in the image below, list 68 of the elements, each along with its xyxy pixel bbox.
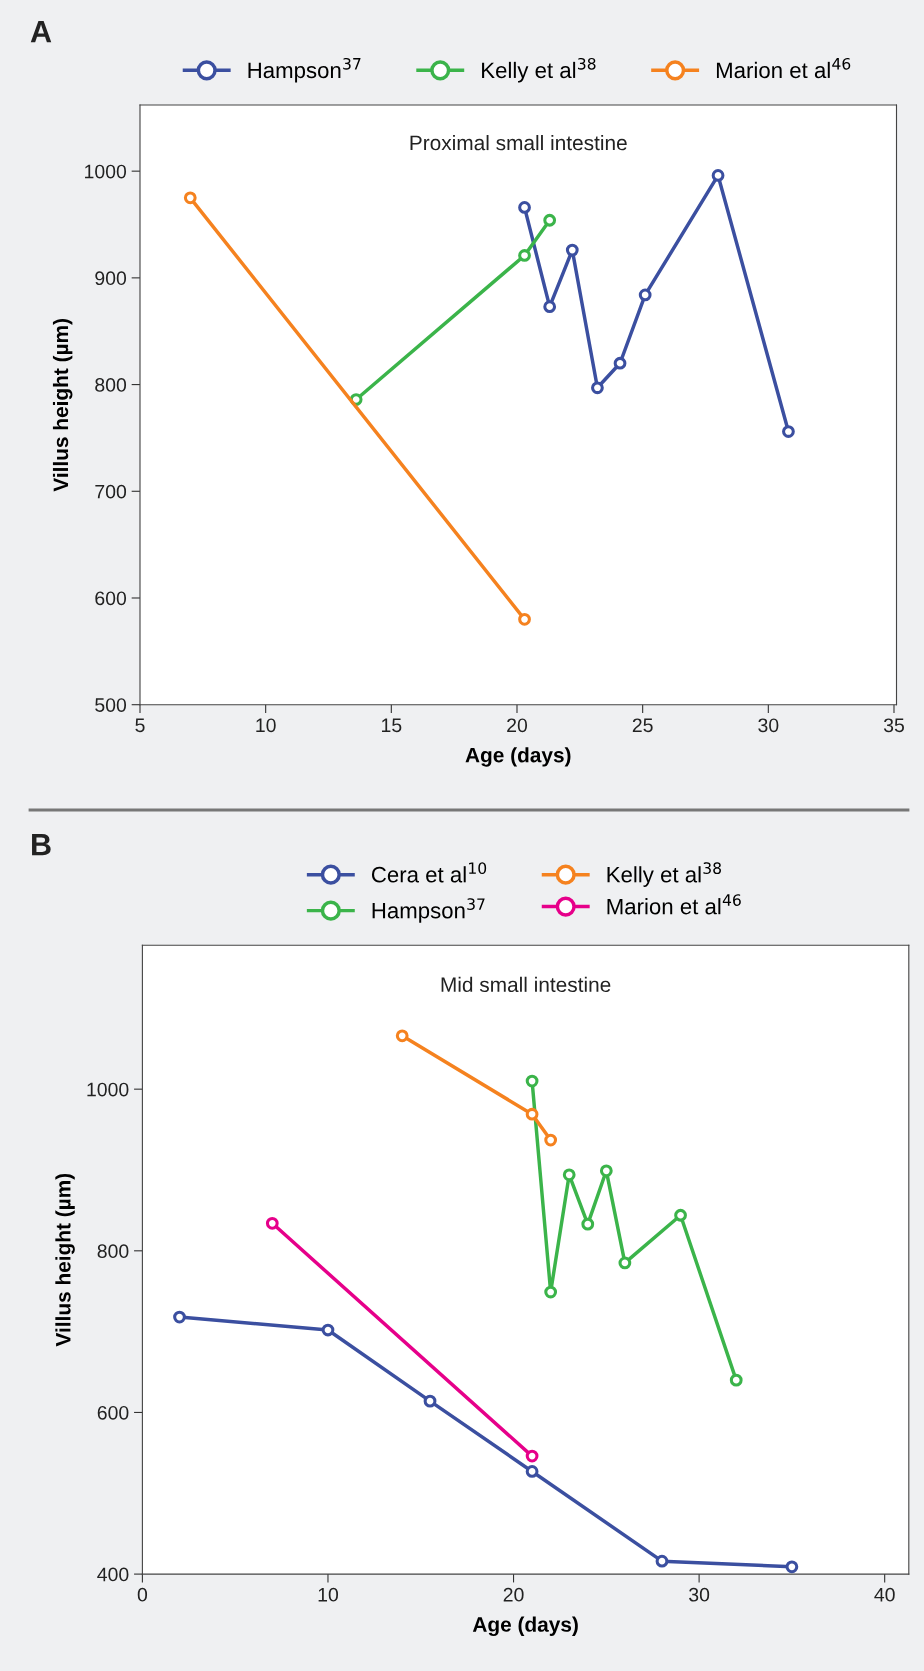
text: Mid small intestine	[441, 976, 611, 993]
x-tick-label: 30	[689, 1587, 710, 1602]
point	[729, 1373, 743, 1387]
y-tick-label: 500	[95, 698, 127, 712]
point	[525, 1449, 539, 1463]
y-axis-title: Villus height (µm)	[55, 1173, 75, 1347]
point	[265, 1216, 279, 1230]
y-tick-label: 400	[97, 1567, 129, 1582]
y-tick-label: 800	[95, 378, 127, 392]
x-tick-label: 0	[137, 1587, 148, 1602]
point	[581, 1217, 595, 1231]
point	[674, 1208, 687, 1222]
point	[525, 1107, 539, 1121]
point	[785, 1560, 799, 1574]
point	[518, 249, 531, 262]
point	[711, 169, 725, 182]
point	[395, 1029, 409, 1043]
x-tick-label: 10	[256, 718, 276, 733]
y-tick-label: 600	[97, 1405, 129, 1420]
x-axis-title: Age (days)	[465, 747, 571, 767]
x-tick-label: 25	[632, 718, 653, 733]
point	[543, 300, 557, 314]
y-tick-label: 600	[95, 591, 127, 606]
x-tick-label: 30	[758, 718, 779, 733]
x-tick-label: 35	[883, 718, 904, 733]
x-tick-label: 20	[507, 718, 528, 733]
text: Proximal small intestine	[410, 134, 627, 151]
legend-label: Hampson$^{37}$	[372, 898, 485, 923]
x-axis-title: Age (days)	[472, 1616, 578, 1637]
point	[525, 1074, 539, 1088]
point	[782, 425, 795, 438]
point	[638, 288, 652, 302]
point	[655, 1554, 669, 1568]
legend-label: Kelly et al$^{38}$	[482, 57, 596, 83]
point	[562, 1168, 576, 1182]
y-tick-label: 700	[95, 484, 127, 499]
text: B	[32, 834, 51, 856]
x-tick-label: 15	[382, 718, 402, 733]
text: A	[30, 21, 52, 43]
point	[183, 191, 197, 205]
x-tick-label: 20	[503, 1587, 524, 1602]
point	[599, 1164, 613, 1178]
point	[525, 1465, 539, 1478]
legend-label: Marion et al$^{46}$	[607, 894, 741, 915]
point	[613, 356, 627, 370]
point	[618, 1256, 632, 1270]
legend-label: Kelly et al$^{38}$	[607, 862, 721, 887]
x-tick-label: 40	[874, 1587, 895, 1602]
point	[544, 1285, 558, 1299]
y-tick-label: 800	[97, 1244, 129, 1259]
point	[518, 201, 531, 214]
y-tick-label: 1000	[87, 1082, 129, 1097]
point	[321, 1323, 335, 1337]
y-tick-label: 900	[95, 271, 127, 286]
x-tick-label: 10	[318, 1587, 339, 1602]
point	[518, 612, 531, 626]
point	[423, 1394, 437, 1408]
y-tick-label: 1000	[85, 164, 127, 179]
point	[565, 243, 579, 257]
point	[544, 1133, 558, 1147]
legend-label: Marion et al$^{46}$	[716, 57, 851, 79]
point	[543, 213, 557, 227]
legend-label: Cera et al$^{10}$	[371, 862, 487, 883]
x-tick-label: 5	[135, 718, 145, 733]
y-axis-title: Villus height (µm)	[52, 319, 73, 492]
point	[173, 1310, 186, 1324]
point	[591, 381, 604, 395]
legend-label: Hampson$^{37}$	[248, 57, 361, 83]
